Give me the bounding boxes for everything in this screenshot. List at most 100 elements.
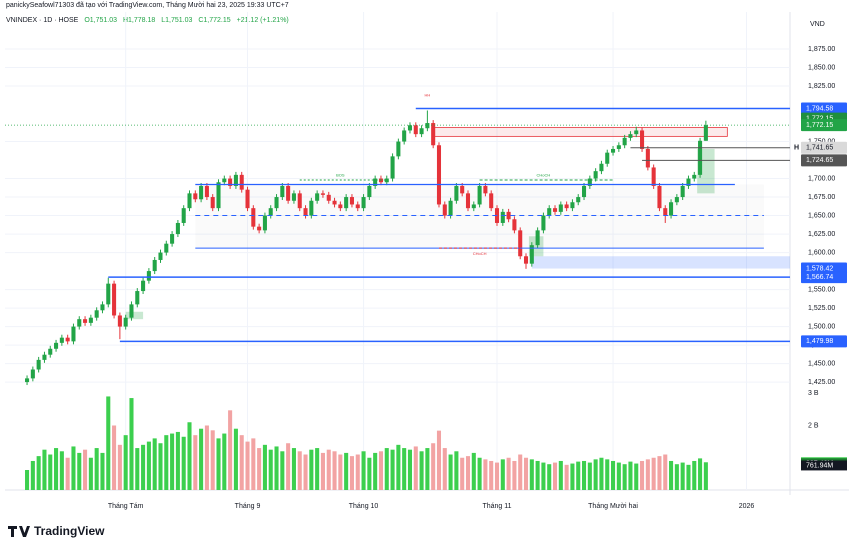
candle-body bbox=[669, 202, 674, 216]
volume-bar bbox=[611, 460, 616, 490]
volume-bar bbox=[210, 430, 215, 490]
zone bbox=[125, 311, 144, 320]
volume-bar bbox=[529, 459, 534, 490]
y-tick-label: 1,600.00 bbox=[808, 249, 835, 256]
volume-bar bbox=[593, 459, 598, 490]
candle-body bbox=[419, 128, 424, 135]
volume-bar bbox=[361, 451, 366, 490]
volume-bar bbox=[286, 443, 291, 490]
volume-bar bbox=[94, 448, 99, 490]
volume-bar bbox=[65, 457, 70, 490]
volume-bar bbox=[338, 454, 343, 490]
x-tick-label: Tháng 9 bbox=[235, 503, 261, 510]
volume-bar bbox=[257, 448, 262, 490]
candle-body bbox=[332, 200, 337, 205]
volume-bar bbox=[425, 448, 430, 490]
y-tick-label: 1,525.00 bbox=[808, 305, 835, 312]
price-tag bbox=[801, 335, 847, 348]
candle-body bbox=[448, 200, 453, 216]
volume-bar bbox=[680, 462, 685, 490]
volume-bar bbox=[454, 451, 459, 490]
candle-body bbox=[593, 171, 598, 179]
candle-body bbox=[158, 252, 163, 260]
candle-body bbox=[465, 193, 471, 209]
candle-body bbox=[552, 208, 558, 212]
candle-body bbox=[431, 123, 436, 146]
volume-bar bbox=[686, 464, 691, 490]
volume-bar bbox=[384, 448, 389, 490]
volume-bar bbox=[703, 462, 708, 490]
volume-bar bbox=[54, 448, 59, 490]
volume-bar bbox=[552, 462, 558, 490]
volume-bar bbox=[204, 425, 209, 490]
annotation: CHoCH bbox=[537, 173, 551, 178]
candle-body bbox=[303, 208, 308, 216]
volume-bar bbox=[25, 470, 30, 490]
candle-body bbox=[361, 197, 366, 209]
x-tick-label: Tháng Tám bbox=[108, 503, 144, 510]
candle-body bbox=[605, 152, 610, 164]
volume-bar bbox=[489, 460, 494, 490]
candle-body bbox=[622, 137, 627, 146]
candle-body bbox=[454, 185, 459, 201]
annotation: BOS bbox=[336, 173, 345, 178]
volume-bar bbox=[651, 457, 656, 490]
volume-bar bbox=[216, 438, 221, 490]
candle-body bbox=[355, 204, 360, 209]
candle-body bbox=[164, 243, 169, 253]
candle-body bbox=[407, 125, 413, 131]
v-tick-label: 2 B bbox=[808, 422, 819, 429]
candle-body bbox=[471, 204, 476, 209]
candle-body bbox=[402, 130, 407, 142]
candle-body bbox=[59, 337, 64, 343]
volume-bar bbox=[245, 441, 250, 490]
candle-body bbox=[77, 319, 82, 327]
volume-bar bbox=[129, 398, 134, 490]
candle-body bbox=[680, 185, 685, 198]
candle-body bbox=[48, 348, 53, 355]
volume-bar bbox=[199, 428, 204, 490]
candle-body bbox=[65, 337, 70, 342]
symbol: VNINDEX · 1D · HOSE bbox=[6, 17, 79, 24]
volume-bar bbox=[48, 454, 53, 490]
candle-body bbox=[42, 354, 47, 360]
candle-body bbox=[541, 215, 546, 231]
price-tag-label: 1,566.74 bbox=[806, 274, 833, 281]
volume-bar bbox=[564, 464, 569, 490]
candle-body bbox=[390, 156, 395, 179]
volume-bar bbox=[228, 410, 233, 490]
candle-body bbox=[222, 178, 227, 183]
candle-body bbox=[413, 125, 418, 135]
volume-bar bbox=[587, 462, 592, 490]
price-tag-label: 1,724.65 bbox=[806, 157, 833, 164]
volume-bar bbox=[117, 444, 122, 490]
volume-bar bbox=[436, 430, 442, 490]
credit: panickySeafowl71303 đã tạo với TradingVi… bbox=[6, 2, 289, 9]
volume-bar bbox=[309, 449, 314, 490]
candle-body bbox=[36, 359, 41, 370]
change: +21.12 (+1.21%) bbox=[236, 17, 289, 24]
volume-bar bbox=[419, 451, 424, 490]
ohlc: C1,772.15 bbox=[198, 17, 231, 24]
volume-bar bbox=[326, 449, 331, 490]
price-tag-label: 1,578.42 bbox=[806, 265, 833, 272]
candle-body bbox=[344, 197, 349, 209]
zone bbox=[531, 256, 790, 269]
candle-body bbox=[326, 194, 331, 201]
candle-body bbox=[663, 208, 668, 216]
volume-bar bbox=[233, 428, 238, 490]
candle-body bbox=[146, 271, 151, 281]
volume-bar bbox=[396, 444, 401, 490]
volume-bar bbox=[518, 454, 523, 490]
price-tag bbox=[801, 119, 847, 132]
y-tick-label: 1,625.00 bbox=[808, 231, 835, 238]
candle-body bbox=[477, 185, 482, 205]
candle-body bbox=[100, 304, 105, 311]
candle-body bbox=[25, 378, 30, 383]
volume-bar bbox=[500, 459, 505, 490]
candle-body bbox=[582, 185, 587, 198]
candle-body bbox=[436, 145, 442, 205]
candle-body bbox=[686, 178, 691, 186]
price-marker: H bbox=[794, 145, 799, 152]
candle-body bbox=[297, 193, 302, 209]
